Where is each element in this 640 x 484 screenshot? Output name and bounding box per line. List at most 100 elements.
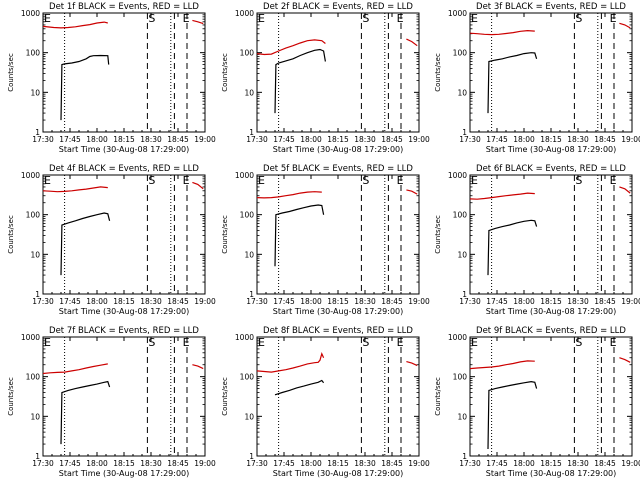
axes-box <box>256 336 420 457</box>
lld-series-line <box>42 186 108 193</box>
x-tick-label: 17:30 <box>459 135 481 144</box>
x-tick-label: 19:00 <box>621 297 640 306</box>
y-axis-label: Counts/sec <box>7 53 15 92</box>
axes-box <box>42 174 206 295</box>
events-series-line <box>60 54 110 121</box>
x-tick-label: 18:00 <box>300 135 322 144</box>
event-marker-label: E <box>183 174 190 187</box>
y-tick-label: 10 <box>457 412 467 421</box>
x-tick-label: 17:30 <box>459 297 481 306</box>
x-tick-label: 18:15 <box>540 459 562 468</box>
panel-1: Det 1f BLACK = Events, RED = LLD 17:30 17:… <box>7 2 216 154</box>
event-marker-label: E <box>610 336 617 349</box>
x-tick-label: 19:00 <box>621 135 640 144</box>
panel-title: Det 7f BLACK = Events, RED = LLD <box>49 326 199 336</box>
event-marker-label: S <box>575 336 582 349</box>
x-tick-label: 18:30 <box>567 459 589 468</box>
panel-9: Det 9f BLACK = Events, RED = LLD 17:30 17:… <box>434 326 640 478</box>
events-series-line <box>274 379 325 396</box>
x-axis-label: Start Time (30-Aug-08 17:29:00) <box>486 307 617 316</box>
x-tick-label: 18:15 <box>113 459 135 468</box>
panel-2: Det 2f BLACK = Events, RED = LLD 17:30 17:… <box>221 2 430 154</box>
y-axis-label: Counts/sec <box>221 377 229 416</box>
x-tick-label: 18:00 <box>86 135 108 144</box>
x-axis-label: Start Time (30-Aug-08 17:29:00) <box>273 307 404 316</box>
event-marker-label: S <box>362 12 369 25</box>
x-tick-label: 19:00 <box>408 459 430 468</box>
panel-7: Det 7f BLACK = Events, RED = LLD 17:30 17:… <box>7 326 216 478</box>
x-tick-label: 18:30 <box>354 135 376 144</box>
x-axis-label: Start Time (30-Aug-08 17:29:00) <box>273 145 404 154</box>
axes-box <box>42 12 206 133</box>
x-tick-label: 19:00 <box>408 297 430 306</box>
events-series-line <box>487 380 538 450</box>
x-tick-label: 17:30 <box>32 297 54 306</box>
x-tick-label: 17:30 <box>32 135 54 144</box>
lld-series-line <box>469 360 535 370</box>
event-marker-label: S <box>362 174 369 187</box>
event-marker-label: S <box>362 336 369 349</box>
x-tick-label: 18:00 <box>513 459 535 468</box>
x-tick-label: 17:45 <box>486 135 508 144</box>
y-tick-label: 1 <box>35 452 40 461</box>
y-tick-label: 1000 <box>235 171 254 180</box>
events-series-line <box>274 204 325 267</box>
y-tick-label: 10 <box>244 412 254 421</box>
y-tick-label: 10 <box>457 88 467 97</box>
x-tick-label: 18:45 <box>594 297 616 306</box>
y-tick-label: 1000 <box>448 9 467 18</box>
lld-series-line <box>192 364 204 370</box>
x-tick-label: 18:15 <box>113 135 135 144</box>
x-tick-label: 19:00 <box>194 459 216 468</box>
events-series-line <box>60 380 111 445</box>
event-marker-label: S <box>575 174 582 187</box>
x-axis-label: Start Time (30-Aug-08 17:29:00) <box>486 145 617 154</box>
y-tick-label: 1000 <box>448 171 467 180</box>
y-tick-label: 1 <box>35 128 40 137</box>
x-tick-label: 18:00 <box>513 297 535 306</box>
y-tick-label: 1000 <box>448 333 467 342</box>
x-tick-label: 17:45 <box>486 297 508 306</box>
lld-series-line <box>256 39 326 56</box>
event-marker-label: E <box>397 174 404 187</box>
x-tick-label: 18:15 <box>540 135 562 144</box>
x-tick-label: 18:30 <box>567 135 589 144</box>
y-tick-label: 100 <box>453 49 468 58</box>
lld-series-line <box>619 357 631 363</box>
y-axis-label: Counts/sec <box>434 377 442 416</box>
x-axis-label: Start Time (30-Aug-08 17:29:00) <box>59 145 190 154</box>
x-tick-label: 18:00 <box>513 135 535 144</box>
panel-8: Det 8f BLACK = Events, RED = LLD 17:30 17:… <box>221 326 430 478</box>
y-tick-label: 1000 <box>21 9 40 18</box>
panel-title: Det 8f BLACK = Events, RED = LLD <box>263 326 413 336</box>
y-tick-label: 1 <box>462 452 467 461</box>
lld-series-line <box>42 21 108 29</box>
event-marker-label: S <box>148 12 155 25</box>
x-tick-label: 18:45 <box>594 135 616 144</box>
event-marker-label: E <box>44 12 51 25</box>
event-marker-label: E <box>258 12 265 25</box>
x-tick-label: 18:45 <box>594 459 616 468</box>
panel-4: Det 4f BLACK = Events, RED = LLD 17:30 17:… <box>7 164 216 316</box>
lld-series-line <box>192 19 204 25</box>
x-tick-label: 17:30 <box>459 459 481 468</box>
lld-series-line <box>192 181 204 190</box>
x-tick-label: 18:45 <box>381 135 403 144</box>
x-tick-label: 19:00 <box>194 297 216 306</box>
panel-6: Det 6f BLACK = Events, RED = LLD 17:30 17:… <box>434 164 640 316</box>
y-axis-label: Counts/sec <box>221 53 229 92</box>
axes-box <box>469 336 633 457</box>
x-axis-label: Start Time (30-Aug-08 17:29:00) <box>59 469 190 478</box>
y-axis-label: Counts/sec <box>434 53 442 92</box>
x-tick-label: 18:00 <box>300 297 322 306</box>
x-tick-label: 17:45 <box>59 459 81 468</box>
x-tick-label: 19:00 <box>621 459 640 468</box>
event-marker-label: E <box>610 12 617 25</box>
x-tick-label: 17:30 <box>246 135 268 144</box>
event-marker-label: E <box>258 174 265 187</box>
y-tick-label: 10 <box>30 88 40 97</box>
x-tick-label: 17:45 <box>59 297 81 306</box>
events-series-line <box>487 219 538 276</box>
x-tick-label: 18:45 <box>381 459 403 468</box>
